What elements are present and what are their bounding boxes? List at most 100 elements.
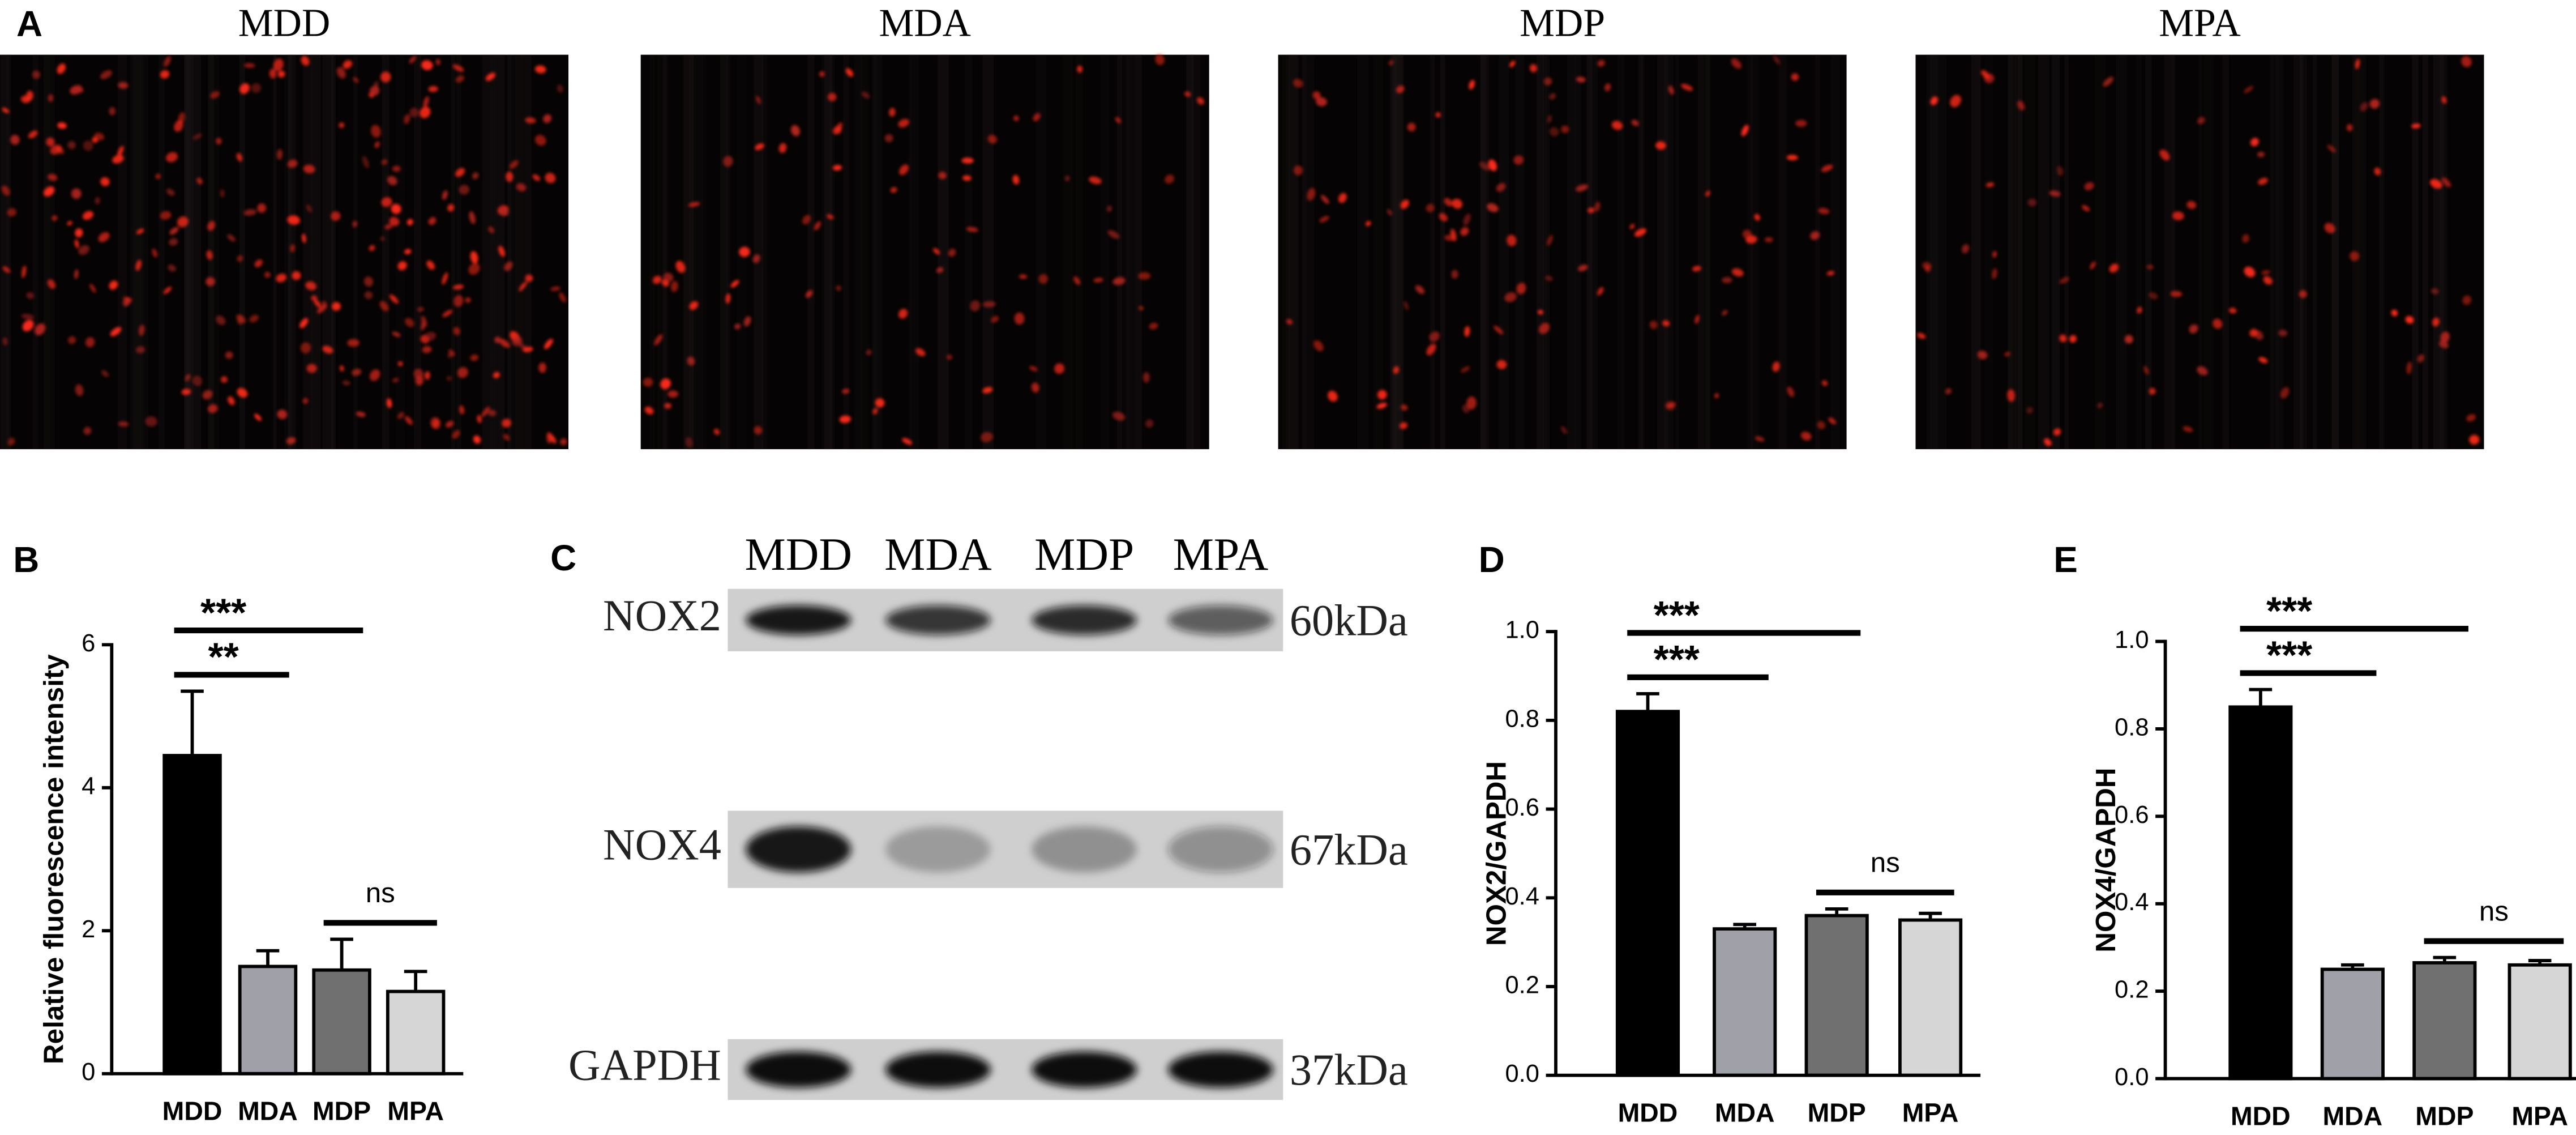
nucleus bbox=[1694, 314, 1700, 324]
nucleus bbox=[534, 135, 546, 146]
nucleus bbox=[1742, 229, 1752, 239]
nucleus bbox=[827, 214, 834, 220]
image-texture bbox=[2064, 54, 2069, 450]
nucleus bbox=[299, 318, 309, 328]
image-texture bbox=[1705, 54, 1710, 450]
image-texture bbox=[2008, 54, 2013, 450]
nucleus bbox=[52, 215, 58, 221]
nucleus bbox=[504, 261, 513, 271]
y-tick-label: 0.8 bbox=[2115, 714, 2149, 741]
nucleus bbox=[1549, 93, 1556, 100]
nucleus bbox=[94, 133, 105, 140]
image-texture bbox=[873, 54, 878, 450]
nucleus bbox=[1496, 183, 1506, 192]
nuclei bbox=[1, 56, 567, 446]
nucleus bbox=[422, 346, 432, 353]
nuclei bbox=[643, 54, 1205, 448]
lane-label: MDP bbox=[1034, 529, 1134, 580]
nucleus bbox=[663, 272, 674, 282]
nucleus bbox=[216, 315, 226, 325]
image-texture bbox=[854, 54, 862, 450]
nucleus bbox=[2149, 387, 2156, 395]
nucleus bbox=[961, 157, 974, 164]
nucleus bbox=[331, 211, 341, 221]
nucleus bbox=[75, 228, 83, 238]
nucleus bbox=[369, 369, 380, 381]
nucleus bbox=[1547, 114, 1552, 123]
nucleus bbox=[110, 327, 122, 336]
nucleus bbox=[1666, 402, 1676, 408]
nucleus bbox=[982, 301, 996, 308]
bar bbox=[2320, 967, 2385, 1081]
image-texture bbox=[754, 54, 764, 450]
image-texture bbox=[2300, 54, 2304, 450]
image-texture bbox=[938, 54, 949, 450]
image-texture bbox=[1675, 54, 1679, 450]
nucleus bbox=[196, 177, 203, 185]
nucleus bbox=[1950, 95, 1961, 108]
nucleus bbox=[1479, 161, 1491, 171]
image-texture bbox=[1063, 54, 1073, 450]
nucleus bbox=[1945, 388, 1952, 395]
nucleus bbox=[2261, 270, 2270, 275]
nucleus bbox=[1795, 120, 1807, 127]
nucleus bbox=[1787, 386, 1795, 397]
nucleus bbox=[314, 299, 321, 308]
y-tick-label: 0.0 bbox=[2115, 1064, 2149, 1091]
nucleus bbox=[889, 108, 896, 117]
band bbox=[1032, 826, 1137, 873]
nucleus bbox=[1429, 331, 1440, 342]
nucleus bbox=[55, 146, 65, 155]
nucleus bbox=[423, 96, 429, 108]
nucleus bbox=[2350, 251, 2360, 261]
nucleus bbox=[832, 165, 842, 171]
nucleus bbox=[389, 216, 400, 227]
nucleus bbox=[2189, 324, 2198, 334]
image-texture bbox=[208, 54, 220, 450]
image-texture bbox=[183, 54, 194, 450]
nucleus bbox=[2186, 200, 2197, 210]
nucleus bbox=[1731, 58, 1741, 69]
band bbox=[1168, 826, 1273, 873]
nucleus bbox=[1142, 372, 1150, 383]
nucleus bbox=[2417, 354, 2425, 363]
nucleus bbox=[675, 261, 686, 273]
nucleus bbox=[404, 114, 410, 125]
image-texture bbox=[2024, 54, 2036, 450]
nucleus bbox=[970, 300, 981, 312]
nucleus bbox=[397, 361, 403, 366]
image-texture bbox=[1480, 54, 1490, 450]
nucleus bbox=[423, 332, 437, 342]
nucleus bbox=[425, 371, 430, 380]
image-texture bbox=[2171, 54, 2177, 450]
image-texture bbox=[1191, 54, 1200, 450]
nucleus bbox=[136, 228, 144, 234]
nucleus bbox=[1165, 174, 1175, 184]
significance-label: *** bbox=[1654, 593, 1700, 637]
nucleus bbox=[237, 255, 243, 262]
nucleus bbox=[57, 122, 67, 129]
nucleus bbox=[2146, 264, 2154, 270]
nucleus bbox=[1407, 122, 1416, 132]
nucleus bbox=[2441, 96, 2447, 104]
nucleus bbox=[2374, 167, 2381, 176]
significance-label: ns bbox=[1871, 847, 1900, 878]
nucleus bbox=[380, 236, 385, 241]
nucleus bbox=[287, 159, 298, 168]
image-texture bbox=[2440, 54, 2447, 450]
nucleus bbox=[1810, 231, 1820, 240]
nucleus bbox=[169, 238, 178, 246]
nucleus bbox=[1731, 268, 1744, 277]
image-texture bbox=[186, 54, 194, 450]
bar bbox=[2507, 963, 2572, 1081]
nucleus bbox=[257, 203, 266, 213]
nucleus bbox=[2430, 288, 2439, 295]
nucleus bbox=[303, 164, 315, 174]
nucleus bbox=[352, 220, 357, 228]
nucleus bbox=[1764, 237, 1773, 242]
image-texture bbox=[2115, 54, 2127, 450]
nucleus bbox=[509, 160, 519, 169]
nucleus bbox=[814, 221, 821, 231]
nucleus bbox=[168, 264, 176, 272]
image-texture bbox=[843, 54, 849, 450]
